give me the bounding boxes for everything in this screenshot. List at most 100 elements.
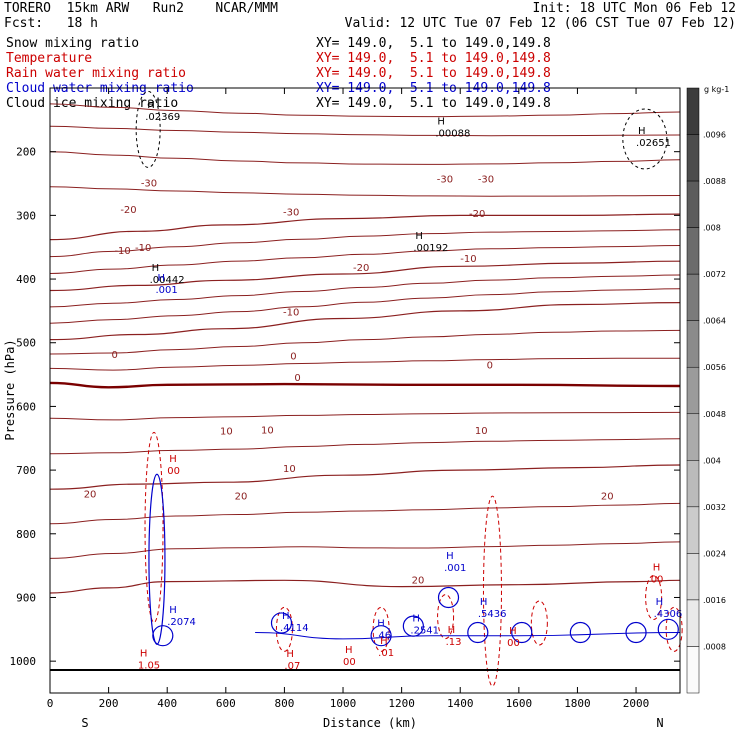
temperature-label: -10 xyxy=(460,254,476,265)
maximum-marker: H xyxy=(152,263,160,274)
temperature-contour-minor xyxy=(49,274,681,308)
colorbar-segment xyxy=(686,413,700,461)
temperature-contour-minor xyxy=(49,438,681,455)
cloud-ice-contour xyxy=(622,108,668,170)
maximum-marker: H xyxy=(448,625,456,636)
cloud-water-contour xyxy=(152,625,174,647)
maximum-marker: H xyxy=(653,562,661,573)
temperature-contour-upper xyxy=(49,186,681,197)
colorbar-segment xyxy=(686,134,700,182)
rain-water-contour xyxy=(275,606,293,652)
maximum-value-label: .00088 xyxy=(435,129,470,140)
cloud-water-contour xyxy=(270,612,293,634)
y-tick-label: 400 xyxy=(16,273,36,286)
temperature-contour-minor xyxy=(49,288,681,324)
temperature-label: -30 xyxy=(478,174,494,185)
maximum-value-label: 1.05 xyxy=(138,660,160,671)
colorbar-segment xyxy=(686,227,700,275)
maximum-value-label: .001 xyxy=(444,563,466,574)
temperature-label: 0 xyxy=(487,360,493,371)
legend-rain: Rain water mixing ratio xyxy=(6,66,187,81)
maximum-marker: H xyxy=(415,231,423,242)
temperature-contour-minor xyxy=(49,411,681,421)
maximum-value-label: .5436 xyxy=(478,609,507,620)
legend-rain-xy: XY= 149.0, 5.1 to 149.0,149.8 xyxy=(316,66,551,81)
rain-water-contour xyxy=(530,600,548,646)
x-tick-label: 800 xyxy=(274,697,294,710)
maximum-value-label: .2074 xyxy=(167,617,196,628)
y-axis-title: Pressure (hPa) xyxy=(3,339,17,440)
plot-frame xyxy=(49,87,681,694)
y-tick-label: 700 xyxy=(16,464,36,477)
maximum-value-label: .01 xyxy=(378,648,394,659)
temperature-contour xyxy=(49,260,681,292)
maximum-value-label: .2541 xyxy=(410,625,439,636)
colorbar-segment xyxy=(686,553,700,601)
rain-water-contour xyxy=(437,594,455,640)
x-tick-label: 600 xyxy=(216,697,236,710)
colorbar-tick-label: .0064 xyxy=(703,317,726,326)
contour-layer: -30 -20 -10 0 10 20 xyxy=(49,90,681,594)
colorbar-segment xyxy=(686,599,700,647)
maximum-value-label: .07 xyxy=(284,661,300,672)
rain-water-contour xyxy=(645,574,663,620)
temperature-label: -20 xyxy=(469,209,485,220)
y-tick-label: 800 xyxy=(16,528,36,541)
temperature-contour-minor xyxy=(49,357,681,371)
y-tick-label: 200 xyxy=(16,146,36,159)
temperature-label: -10 xyxy=(135,243,151,254)
temperature-label: 0 xyxy=(112,350,118,361)
maximum-value-label: .4114 xyxy=(280,623,309,634)
x-tick-label: 200 xyxy=(99,697,119,710)
legend-temperature: Temperature xyxy=(6,51,93,66)
legend-temperature-xy: XY= 149.0, 5.1 to 149.0,149.8 xyxy=(316,51,551,66)
colorbar-segment xyxy=(686,273,700,321)
maximum-marker: H xyxy=(169,605,177,616)
temperature-contour-label: -10 xyxy=(283,308,299,319)
x-tick-label: 1400 xyxy=(447,697,474,710)
cloud-water-contour xyxy=(511,621,533,644)
maximum-marker: H xyxy=(509,626,517,637)
cloud-water-contour xyxy=(657,618,679,640)
colorbar-tick-label: .0048 xyxy=(703,410,726,419)
colorbar-tick-label: .008 xyxy=(703,224,721,233)
colorbar-segment xyxy=(686,366,700,415)
axes-layer: 0 200 400 600 800 1000 1200 1400 1600 1800 2000200… xyxy=(10,88,680,710)
maximum-value-label: .00442 xyxy=(150,275,185,286)
maximum-marker: H xyxy=(656,597,664,608)
colorbar-tick-label: .0024 xyxy=(703,549,726,558)
temperature-contour xyxy=(49,302,681,341)
legend-snow: Snow mixing ratio xyxy=(6,36,140,51)
y-tick-label: 500 xyxy=(16,337,36,350)
maximum-marker: H xyxy=(380,636,388,647)
temperature-label: -10 xyxy=(114,246,130,257)
maximum-marker: H xyxy=(282,611,290,622)
rain-water-contour xyxy=(144,431,164,623)
maximum-marker: H xyxy=(638,126,646,137)
maximum-value-label: .001 xyxy=(155,285,177,296)
maximum-marker: H xyxy=(412,613,420,624)
maximum-marker: H xyxy=(169,454,177,465)
forecast-hour: Fcst: 18 h xyxy=(4,16,98,31)
maximum-value-label: .00192 xyxy=(413,243,448,254)
y-tick-label: 1000 xyxy=(10,655,37,668)
temperature-contour-minor xyxy=(49,541,681,559)
maximum-value-label: .13 xyxy=(446,637,462,648)
maximum-value-label: .46 xyxy=(375,630,391,641)
x-axis-left-end: S xyxy=(81,716,88,730)
rain-water-contour xyxy=(665,606,683,652)
maximum-value-label: .02369 xyxy=(145,112,180,123)
temperature-contour-upper xyxy=(49,103,681,118)
temperature-contour-label: -30 xyxy=(283,208,299,219)
colorbar-segment xyxy=(686,320,700,368)
temperature-contour-minor xyxy=(49,229,681,258)
temperature-label: 0 xyxy=(290,351,296,362)
temperature-contour xyxy=(49,579,681,594)
maximum-value-label: 00 xyxy=(507,638,520,649)
colorbar-tick-label: .0072 xyxy=(703,270,726,279)
temperature-label: 20 xyxy=(84,490,97,501)
x-tick-label: 1600 xyxy=(506,697,533,710)
colorbar-tick-label: .0096 xyxy=(703,131,726,140)
